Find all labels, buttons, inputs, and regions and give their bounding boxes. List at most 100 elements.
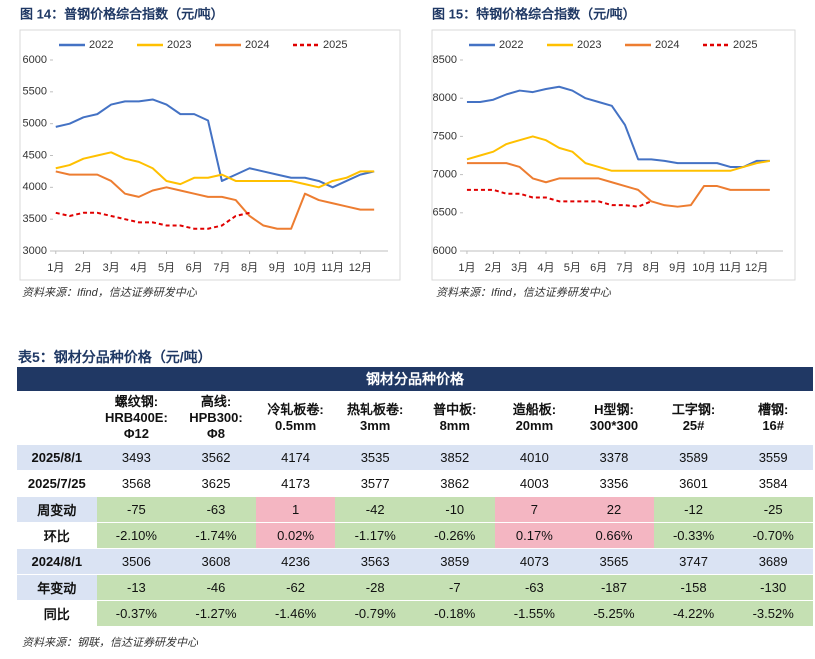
cell: 3562 (176, 444, 256, 471)
row-label: 环比 (17, 522, 97, 549)
cell: 4236 (255, 548, 336, 575)
y-tick-label: 8000 (433, 92, 457, 104)
header-row: 螺纹钢: HRB400E: Φ12 高线: HPB300: Φ8 冷轧板卷: 0.5… (17, 391, 813, 445)
cell: 22 (574, 496, 654, 523)
cell: 3689 (733, 548, 813, 575)
x-tick-label: 1月 (458, 262, 475, 274)
cell: 3747 (653, 548, 734, 575)
cell: -63 (494, 574, 575, 601)
chart-title: 图 15：特钢价格综合指数（元/吨） (432, 6, 636, 21)
cell: 3563 (335, 548, 415, 575)
row-label: 周变动 (17, 496, 97, 523)
cell: -25 (733, 496, 813, 523)
column-header: 普中板: 8mm (414, 391, 495, 445)
column-header: 冷轧板卷: 0.5mm (255, 391, 336, 445)
cell: 3577 (335, 470, 415, 497)
table-row: 周变动 -75 -63 1 -42 -10 7 22 -12 -25 (17, 496, 813, 523)
x-tick-label: 2月 (75, 262, 92, 274)
x-tick-label: 8月 (241, 262, 258, 274)
x-tick-label: 7月 (213, 262, 230, 274)
table-title: 钢材分品种价格 (17, 367, 813, 392)
x-tick-label: 10月 (692, 262, 715, 274)
row-label: 同比 (17, 600, 97, 627)
table-row: 同比 -0.37% -1.27% -1.46% -0.79% -0.18% -1.55% -5… (17, 600, 813, 627)
cell: 4010 (494, 444, 575, 471)
corner (17, 391, 97, 445)
plot-frame (431, 29, 796, 281)
column-header: 高线: HPB300: Φ8 (176, 391, 256, 445)
charts: 图 14：普钢价格综合指数（元/吨） 3000 3500 4000 4500 5000 55… (19, 6, 796, 281)
legend-label: 2023 (577, 39, 601, 51)
cell: 3625 (176, 470, 256, 497)
cell: -28 (335, 574, 415, 601)
cell: -7 (414, 574, 495, 601)
legend-label: 2025 (323, 39, 347, 51)
cell: 0.17% (494, 522, 575, 549)
cell: -0.79% (335, 600, 415, 627)
legend-label: 2025 (733, 39, 757, 51)
cell: -63 (176, 496, 256, 523)
cell: 3356 (574, 470, 654, 497)
column-header: 造船板: 20mm (494, 391, 575, 445)
legend-label: 2023 (167, 39, 191, 51)
cell: -1.27% (176, 600, 256, 627)
column-header: 工字钢: 25# (653, 391, 734, 445)
cell: 4003 (494, 470, 575, 497)
column-header: 热轧板卷: 3mm (335, 391, 415, 445)
cell: -4.22% (653, 600, 734, 627)
cell: -1.17% (335, 522, 415, 549)
plot-frame (19, 29, 401, 281)
table-row: 2025/7/25 3568 3625 4173 3577 3862 4003 3356 360… (17, 470, 813, 497)
title-row: 钢材分品种价格 (17, 367, 813, 392)
table-row: 2025/8/1 3493 3562 4174 3535 3852 4010 3378 3589… (17, 444, 813, 471)
source: 资料来源：钢联，信达证券研发中心 (22, 637, 198, 649)
cell: -10 (414, 496, 495, 523)
cell: -42 (335, 496, 415, 523)
cell: 3608 (176, 548, 256, 575)
legend-label: 2024 (245, 39, 269, 51)
cell: -46 (176, 574, 256, 601)
cell: -5.25% (574, 600, 654, 627)
cell: 3584 (733, 470, 813, 497)
cell: -0.18% (414, 600, 495, 627)
column-header: 螺纹钢: HRB400E: Φ12 (96, 391, 177, 445)
row-label: 2024/8/1 (17, 548, 97, 575)
source: 资料来源：Ifind，信达证券研发中心 (436, 287, 611, 299)
y-tick-label: 3000 (23, 245, 47, 257)
row-label: 2025/7/25 (17, 470, 97, 497)
column-header: H型钢: 300*300 (574, 391, 654, 445)
row-label: 2025/8/1 (17, 444, 97, 471)
cell: -75 (96, 496, 177, 523)
price-table: 钢材分品种价格 螺纹钢: HRB400E: Φ12 高线: HPB300: Φ8 冷轧… (17, 367, 813, 627)
x-tick-label: 5月 (158, 262, 175, 274)
cell: 3859 (414, 548, 495, 575)
cell: 3493 (96, 444, 177, 471)
x-tick-label: 9月 (269, 262, 286, 274)
x-tick-label: 4月 (537, 262, 554, 274)
cell: 3565 (574, 548, 654, 575)
x-tick-label: 7月 (616, 262, 633, 274)
x-tick-label: 9月 (669, 262, 686, 274)
cell: -13 (96, 574, 177, 601)
series-line (466, 85, 770, 168)
cell: 3535 (335, 444, 415, 471)
y-tick-label: 4500 (23, 149, 47, 161)
cell: -0.33% (653, 522, 734, 549)
y-tick-label: 6000 (23, 54, 47, 66)
cell: 0.66% (574, 522, 654, 549)
cell: -62 (255, 574, 336, 601)
chart-title: 图 14：普钢价格综合指数（元/吨） (20, 6, 224, 21)
x-tick-label: 3月 (103, 262, 120, 274)
series-line (466, 162, 770, 208)
cell: -0.37% (96, 600, 177, 627)
x-tick-label: 3月 (511, 262, 528, 274)
series-line (55, 98, 375, 189)
x-tick-label: 10月 (293, 262, 316, 274)
series-line (55, 211, 250, 230)
series-line (466, 135, 771, 172)
y-tick-label: 6500 (433, 207, 457, 219)
x-tick-label: 11月 (321, 262, 343, 274)
cell: -158 (653, 574, 734, 601)
legend-label: 2024 (655, 39, 679, 51)
